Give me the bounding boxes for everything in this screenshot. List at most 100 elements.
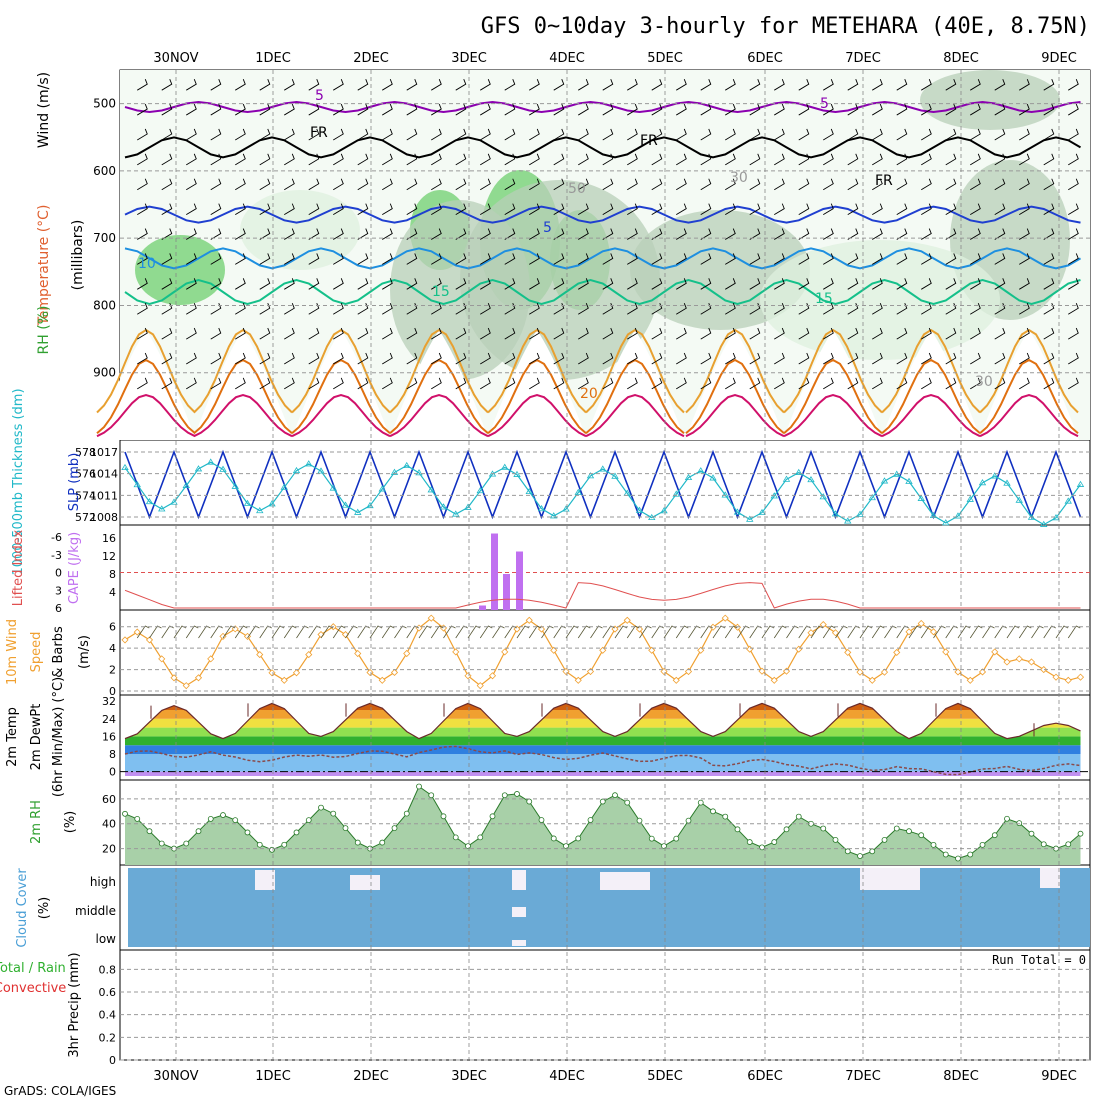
- rh-marker: [183, 840, 190, 847]
- wind-barb: [945, 103, 957, 116]
- isotherm-15C: [124, 278, 1081, 306]
- wind-marker: [476, 682, 484, 690]
- thickness-marker: [844, 517, 852, 524]
- wind-barb: [1019, 128, 1030, 141]
- wind-barb: [480, 153, 491, 166]
- wind-barb: [382, 153, 393, 166]
- wind-barb-10m: [675, 625, 689, 639]
- date-label-top: 3DEC: [451, 51, 487, 66]
- wind-barb: [308, 352, 320, 365]
- wind-marker: [819, 621, 827, 629]
- li-line: [124, 582, 1081, 609]
- wind-barb: [480, 103, 491, 116]
- rh-marker: [1065, 841, 1072, 848]
- wind-barb: [774, 377, 785, 390]
- slp-tick: 1014: [90, 468, 118, 481]
- thickness-marker: [501, 463, 509, 470]
- wind-barb: [382, 327, 393, 340]
- wind-barb: [455, 178, 467, 191]
- thickness-marker: [207, 458, 215, 465]
- wind-barb: [896, 253, 908, 265]
- wind-tick: 0: [109, 685, 116, 698]
- cloud-level-label: low: [96, 932, 117, 946]
- wind-barb: [284, 153, 295, 166]
- axis-label: 10m Wind: [5, 619, 20, 685]
- wind-barb: [210, 303, 222, 315]
- thickness-marker: [574, 488, 582, 495]
- wind-barb: [725, 79, 736, 91]
- rh-marker: [146, 828, 153, 835]
- wind-barb: [872, 79, 883, 91]
- wind-barb-10m: [945, 625, 958, 639]
- wind-barb: [700, 203, 712, 216]
- wind-barb-10m: [210, 625, 223, 639]
- wind-barb: [994, 178, 1006, 191]
- wind-barb: [651, 303, 663, 315]
- wind-barb: [627, 303, 638, 315]
- wind-barb-10m: [283, 625, 297, 639]
- wind-barb: [186, 103, 197, 116]
- wind-barb: [529, 278, 540, 290]
- thickness-marker: [831, 510, 840, 517]
- axis-label: & Barbs: [51, 626, 66, 678]
- wind-barb-10m: [749, 625, 762, 639]
- wind-barb: [406, 327, 418, 340]
- wind-barb-10m: [1043, 625, 1056, 639]
- wind-barb: [896, 103, 908, 116]
- cape-tick: 16: [102, 532, 116, 545]
- wind-barb: [480, 377, 491, 390]
- wind-barb: [1068, 103, 1079, 116]
- rh-marker: [330, 810, 337, 817]
- wind-barb: [308, 128, 320, 141]
- wind-barb: [602, 377, 614, 390]
- wind-marker: [746, 645, 754, 653]
- wind-barb: [553, 128, 565, 141]
- date-label-top: 7DEC: [845, 51, 881, 66]
- wind-barb: [578, 128, 589, 141]
- wind-barb: [872, 178, 883, 191]
- wind-barb: [798, 352, 810, 365]
- wind-barb: [798, 327, 810, 340]
- wind-barb: [210, 352, 222, 365]
- rh-area-5: [460, 180, 660, 380]
- wind-marker: [856, 668, 864, 676]
- wind-barb: [945, 327, 957, 340]
- rh-marker: [844, 848, 851, 855]
- date-label-bottom: 8DEC: [943, 1069, 979, 1084]
- date-label-bottom: 1DEC: [255, 1069, 291, 1084]
- wind-barb: [1068, 79, 1079, 91]
- wind-marker: [991, 648, 999, 656]
- rh-marker: [256, 841, 263, 848]
- rh-marker: [403, 810, 410, 817]
- wind-barb: [700, 153, 712, 166]
- thickness-marker: [537, 504, 546, 512]
- wind-barb-10m: [982, 625, 995, 639]
- wind-marker: [770, 676, 778, 684]
- wind-barb: [872, 153, 883, 166]
- wind-barb-10m: [920, 625, 934, 639]
- wind-barb: [504, 303, 516, 315]
- wind-barb: [210, 128, 222, 141]
- wind-barb: [455, 79, 467, 91]
- wind-barb: [602, 103, 614, 116]
- thickness-marker: [880, 477, 889, 484]
- thickness-tick: 572: [75, 511, 96, 524]
- wind-barb: [945, 377, 957, 390]
- wind-barb: [676, 327, 687, 340]
- wind-barb: [872, 377, 883, 390]
- rh-marker: [477, 834, 484, 841]
- page-title: GFS 0~10day 3-hourly for METEHARA (40E, …: [481, 14, 1090, 39]
- boundary-layer-area: [487, 330, 587, 440]
- rh-marker: [820, 825, 827, 832]
- panel-frame-thick: [119, 439, 1091, 526]
- rh-marker: [722, 813, 729, 820]
- thickness-marker: [746, 515, 754, 522]
- rh-marker: [967, 851, 974, 858]
- rh-marker: [942, 851, 949, 858]
- wind-barb: [406, 228, 418, 240]
- wind-barb: [431, 352, 442, 365]
- wind-barb: [994, 103, 1006, 116]
- wind-barb: [480, 228, 491, 240]
- rh-marker: [697, 799, 704, 806]
- wind-barb-10m: [406, 625, 419, 639]
